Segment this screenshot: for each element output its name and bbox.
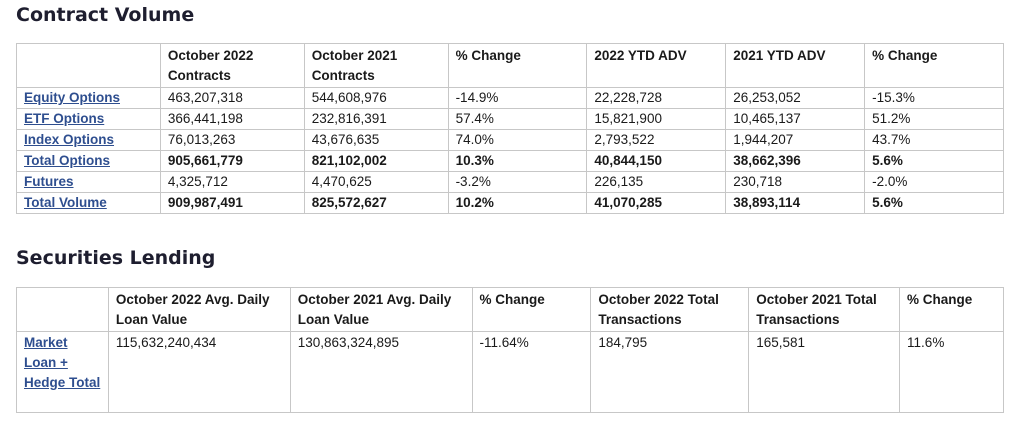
- column-header: October 2021 Contracts: [303, 43, 449, 88]
- table-cell: 825,572,627: [303, 192, 449, 214]
- table-header-row: October 2022 Avg. Daily Loan Value Octobe…: [16, 287, 1004, 332]
- row-label-link[interactable]: Futures: [24, 174, 74, 189]
- table-row: Equity Options 463,207,318 544,608,976 -14.…: [16, 87, 1004, 109]
- table-cell: 22,228,728: [586, 87, 727, 109]
- table-row: Futures 4,325,712 4,470,625 -3.2% 226,135 230…: [16, 171, 1004, 193]
- column-header: [16, 287, 109, 332]
- row-label-link[interactable]: ETF Options: [24, 111, 105, 126]
- table-cell: 43,676,635: [303, 129, 449, 151]
- table-cell: 232,816,391: [303, 108, 449, 130]
- column-header: October 2021 Total Transactions: [748, 287, 901, 332]
- table-cell: 230,718: [725, 171, 866, 193]
- table-row: ETF Options 366,441,198 232,816,391 57.4% 15…: [16, 108, 1004, 130]
- column-header: 2022 YTD ADV: [586, 43, 727, 88]
- table-cell: 463,207,318: [159, 87, 305, 109]
- table-cell: 57.4%: [447, 108, 588, 130]
- table-cell: 10.3%: [447, 150, 588, 172]
- table-cell: 226,135: [586, 171, 727, 193]
- securities-lending-table: October 2022 Avg. Daily Loan Value Octobe…: [16, 287, 1004, 413]
- table-row: Market Loan + Hedge Total 115,632,240,434…: [16, 331, 1004, 413]
- column-header: % Change: [864, 43, 1004, 88]
- securities-lending-title: Securities Lending: [16, 247, 216, 269]
- table-cell: 11.6%: [899, 331, 1004, 413]
- row-label-cell: Market Loan + Hedge Total: [16, 331, 109, 413]
- table-cell: 1,944,207: [725, 129, 866, 151]
- table-cell: 909,987,491: [159, 192, 305, 214]
- table-cell: 2,793,522: [586, 129, 727, 151]
- row-label-cell: Total Volume: [16, 192, 161, 214]
- column-header: % Change: [447, 43, 588, 88]
- column-header: [16, 43, 161, 88]
- table-cell: 26,253,052: [725, 87, 866, 109]
- table-cell: 5.6%: [864, 150, 1004, 172]
- table-cell: 184,795: [590, 331, 750, 413]
- table-cell: 821,102,002: [303, 150, 449, 172]
- table-header-row: October 2022 Contracts October 2021 Contr…: [16, 43, 1004, 88]
- table-cell: 5.6%: [864, 192, 1004, 214]
- table-row: Total Options 905,661,779 821,102,002 10.3%…: [16, 150, 1004, 172]
- row-label-cell: Total Options: [16, 150, 161, 172]
- table-cell: -11.64%: [471, 331, 592, 413]
- contract-volume-table: October 2022 Contracts October 2021 Contr…: [16, 43, 1004, 214]
- table-cell: 76,013,263: [159, 129, 305, 151]
- column-header: % Change: [899, 287, 1004, 332]
- table-cell: 905,661,779: [159, 150, 305, 172]
- table-cell: 40,844,150: [586, 150, 727, 172]
- column-header: October 2022 Total Transactions: [590, 287, 750, 332]
- table-cell: -2.0%: [864, 171, 1004, 193]
- table-cell: 10,465,137: [725, 108, 866, 130]
- table-cell: 51.2%: [864, 108, 1004, 130]
- table-cell: 15,821,900: [586, 108, 727, 130]
- table-cell: 130,863,324,895: [289, 331, 473, 413]
- table-row: Index Options 76,013,263 43,676,635 74.0% 2…: [16, 129, 1004, 151]
- column-header: % Change: [471, 287, 592, 332]
- table-cell: 43.7%: [864, 129, 1004, 151]
- table-cell: 115,632,240,434: [107, 331, 291, 413]
- table-cell: 165,581: [748, 331, 901, 413]
- table-cell: 38,662,396: [725, 150, 866, 172]
- row-label-link[interactable]: Total Options: [24, 153, 110, 168]
- row-label-cell: Index Options: [16, 129, 161, 151]
- table-cell: 10.2%: [447, 192, 588, 214]
- table-cell: 544,608,976: [303, 87, 449, 109]
- row-label-cell: ETF Options: [16, 108, 161, 130]
- table-cell: -14.9%: [447, 87, 588, 109]
- contract-volume-title: Contract Volume: [16, 4, 195, 26]
- row-label-cell: Equity Options: [16, 87, 161, 109]
- row-label-link[interactable]: Market Loan + Hedge Total: [24, 335, 101, 390]
- row-label-link[interactable]: Equity Options: [24, 90, 120, 105]
- table-cell: -15.3%: [864, 87, 1004, 109]
- table-cell: 366,441,198: [159, 108, 305, 130]
- table-cell: 74.0%: [447, 129, 588, 151]
- column-header: October 2022 Contracts: [159, 43, 305, 88]
- table-cell: 41,070,285: [586, 192, 727, 214]
- table-row: Total Volume 909,987,491 825,572,627 10.2% 4…: [16, 192, 1004, 214]
- table-cell: 4,470,625: [303, 171, 449, 193]
- column-header: 2021 YTD ADV: [725, 43, 866, 88]
- row-label-link[interactable]: Total Volume: [24, 195, 107, 210]
- row-label-link[interactable]: Index Options: [24, 132, 115, 147]
- table-cell: 38,893,114: [725, 192, 866, 214]
- column-header: October 2021 Avg. Daily Loan Value: [289, 287, 473, 332]
- column-header: October 2022 Avg. Daily Loan Value: [107, 287, 291, 332]
- table-cell: -3.2%: [447, 171, 588, 193]
- table-cell: 4,325,712: [159, 171, 305, 193]
- row-label-cell: Futures: [16, 171, 161, 193]
